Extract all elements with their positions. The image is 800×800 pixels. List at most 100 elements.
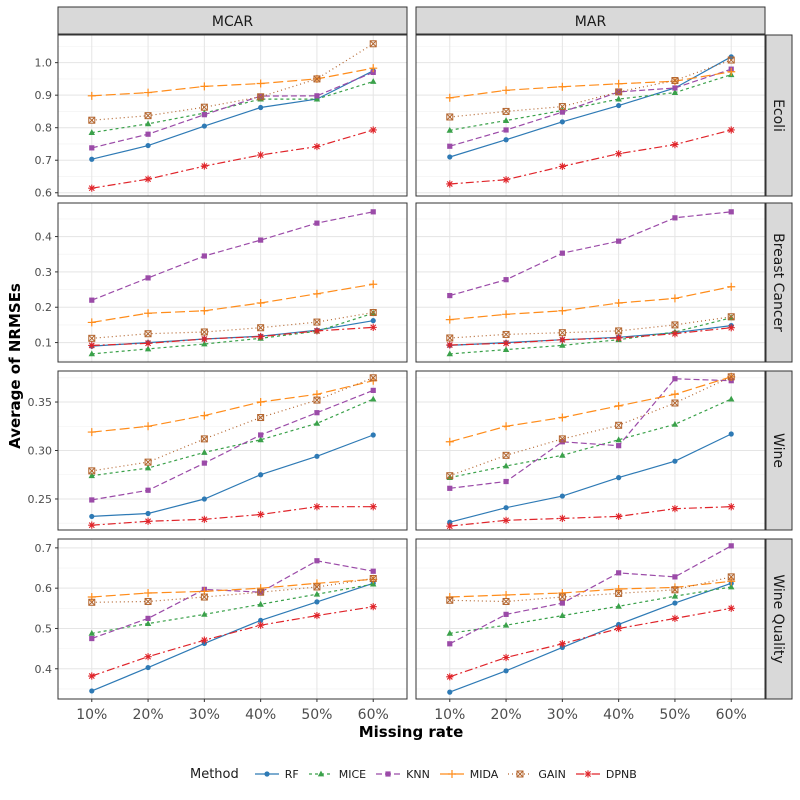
legend-key-dpnb bbox=[575, 770, 600, 778]
point-rf bbox=[447, 689, 453, 695]
point-rf bbox=[89, 513, 95, 520]
point-mice bbox=[559, 451, 566, 458]
point-mida bbox=[87, 428, 96, 437]
point-mida bbox=[614, 298, 623, 307]
legend-item-dpnb: DPNB bbox=[574, 767, 637, 781]
point-knn bbox=[672, 85, 678, 91]
point-mice bbox=[728, 583, 735, 590]
point-gain bbox=[144, 458, 152, 466]
facet-strip-mcar bbox=[57, 6, 408, 35]
point-knn bbox=[672, 376, 678, 382]
point-gain bbox=[88, 334, 96, 342]
point-mice bbox=[615, 95, 622, 102]
point-gain bbox=[558, 435, 566, 443]
point-dpnb bbox=[615, 334, 623, 342]
point-knn bbox=[370, 387, 376, 393]
point-gain bbox=[558, 329, 566, 337]
point-mida bbox=[87, 91, 96, 100]
point-gain bbox=[446, 596, 454, 604]
legend-item-mida: MIDA bbox=[438, 767, 498, 781]
y-tick-label: 0.3 bbox=[35, 266, 53, 279]
point-mida bbox=[312, 579, 321, 588]
point-knn bbox=[728, 543, 734, 549]
legend-label: GAIN bbox=[538, 767, 566, 781]
point-mida bbox=[200, 306, 209, 315]
point-knn bbox=[145, 131, 151, 137]
legend-marker-mice bbox=[317, 770, 324, 777]
point-mice bbox=[502, 462, 510, 469]
point-mice bbox=[144, 345, 152, 352]
point-rf bbox=[314, 453, 320, 459]
legend-marker-rf bbox=[264, 771, 270, 777]
point-gain bbox=[446, 113, 454, 121]
legend-item-gain: GAIN bbox=[506, 767, 566, 781]
y-tick-label: 0.1 bbox=[35, 337, 53, 350]
point-gain bbox=[200, 435, 208, 443]
point-gain bbox=[502, 107, 510, 115]
y-tick-label: 0.9 bbox=[35, 89, 53, 102]
point-rf bbox=[258, 472, 264, 478]
point-dpnb bbox=[369, 603, 377, 611]
point-dpnb bbox=[313, 503, 321, 511]
legend-key-mida bbox=[439, 770, 464, 778]
point-dpnb bbox=[615, 624, 623, 633]
x-tick-label: 30% bbox=[547, 707, 578, 723]
row-strip-label: Ecoli bbox=[770, 99, 786, 132]
panel-background bbox=[58, 35, 407, 196]
panel-background bbox=[58, 539, 407, 699]
series-line-rf bbox=[449, 56, 732, 158]
point-mida bbox=[200, 82, 209, 91]
point-mida bbox=[445, 93, 454, 102]
y-tick-label: 1.0 bbox=[35, 57, 53, 70]
series-line-knn bbox=[91, 71, 374, 149]
legend-marker-dpnb bbox=[584, 770, 592, 778]
point-knn bbox=[728, 209, 734, 215]
facet-strip-mar bbox=[415, 6, 766, 35]
series-line-rf bbox=[91, 70, 374, 160]
point-rf bbox=[616, 102, 622, 109]
point-knn bbox=[145, 615, 151, 621]
panel-border bbox=[415, 538, 766, 700]
y-tick-label: 0.35 bbox=[28, 396, 53, 409]
x-tick-label: 10% bbox=[76, 707, 107, 723]
series-line-mice bbox=[91, 398, 374, 477]
point-gain bbox=[144, 330, 152, 338]
series-line-mida bbox=[91, 380, 374, 433]
point-mice bbox=[201, 340, 208, 347]
point-mice bbox=[671, 89, 679, 95]
point-knn bbox=[370, 568, 376, 574]
point-knn bbox=[447, 143, 453, 149]
x-tick-label: 30% bbox=[189, 707, 220, 723]
legend-key-mice bbox=[308, 770, 333, 777]
point-dpnb bbox=[144, 175, 152, 183]
point-gain bbox=[671, 321, 679, 329]
point-gain bbox=[615, 589, 623, 597]
point-knn bbox=[447, 641, 453, 647]
panel-border bbox=[57, 34, 408, 197]
y-tick-label: 0.7 bbox=[35, 154, 53, 167]
point-dpnb bbox=[313, 142, 321, 151]
point-rf bbox=[503, 505, 509, 511]
point-mida bbox=[369, 64, 378, 73]
point-mida bbox=[502, 422, 511, 431]
point-dpnb bbox=[369, 503, 377, 511]
point-mice bbox=[257, 600, 264, 607]
point-rf bbox=[616, 621, 622, 628]
series-line-knn bbox=[449, 378, 732, 489]
point-rf bbox=[447, 154, 453, 160]
point-rf bbox=[672, 600, 678, 606]
series-line-mice bbox=[449, 317, 732, 355]
point-dpnb bbox=[558, 514, 566, 522]
point-mida bbox=[256, 79, 265, 88]
point-mida bbox=[200, 411, 209, 420]
point-rf bbox=[370, 318, 376, 324]
legend-item-mice: MICE bbox=[307, 767, 366, 781]
point-dpnb bbox=[502, 339, 510, 347]
point-knn bbox=[447, 485, 453, 491]
x-tick-label: 50% bbox=[301, 707, 332, 723]
point-mice bbox=[88, 472, 95, 479]
point-knn bbox=[314, 558, 320, 564]
point-dpnb bbox=[257, 621, 265, 629]
point-mida bbox=[144, 422, 153, 431]
point-rf bbox=[89, 156, 95, 162]
